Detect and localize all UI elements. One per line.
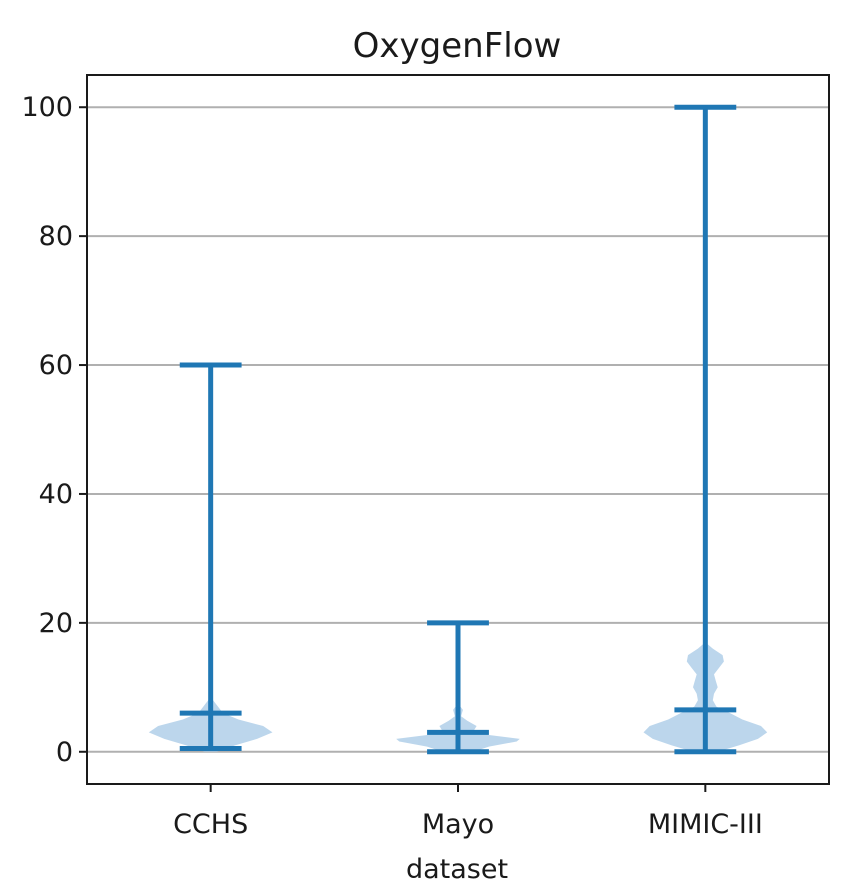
y-tick-label: 60 — [39, 350, 73, 381]
x-tick-label: CCHS — [173, 809, 248, 840]
chart-title: OxygenFlow — [353, 26, 562, 66]
y-tick-label: 20 — [39, 608, 73, 639]
y-tick-label: 40 — [39, 479, 73, 510]
x-tick-label: MIMIC-III — [648, 809, 763, 840]
y-tick-label: 80 — [39, 221, 73, 252]
x-axis-ticks: CCHS Mayo MIMIC-III — [173, 784, 763, 840]
y-tick-label: 0 — [56, 737, 73, 768]
y-tick-label: 100 — [21, 92, 73, 123]
x-axis-label: dataset — [406, 854, 508, 885]
violin-whiskers — [179, 104, 737, 755]
x-tick-label: Mayo — [422, 809, 494, 840]
y-axis-ticks: 0 20 40 60 80 100 — [21, 92, 87, 768]
